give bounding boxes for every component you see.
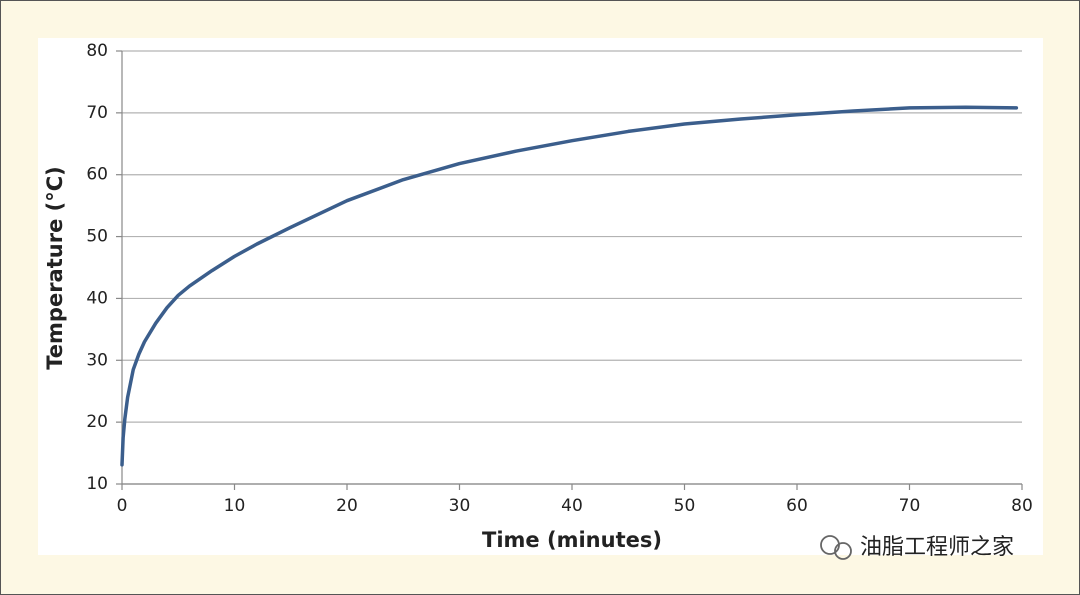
- x-axis-title: Time (minutes): [482, 528, 662, 552]
- x-tick-label: 20: [336, 496, 358, 516]
- x-tick-label: 50: [674, 496, 696, 516]
- y-tick-label: 70: [86, 103, 108, 123]
- x-tick-label: 10: [224, 496, 246, 516]
- chart-panel: [38, 38, 1043, 555]
- x-tick-label: 70: [899, 496, 921, 516]
- x-tick-label: 80: [1011, 496, 1033, 516]
- y-tick-label: 60: [86, 165, 108, 185]
- x-tick-label: 0: [117, 496, 128, 516]
- y-tick-label: 10: [86, 474, 108, 494]
- y-tick-label: 80: [86, 41, 108, 61]
- y-tick-label: 20: [86, 412, 108, 432]
- watermark: 油脂工程师之家: [860, 535, 1014, 560]
- y-axis-title: Temperature (°C): [43, 166, 67, 369]
- x-tick-label: 30: [449, 496, 471, 516]
- y-tick-label: 50: [86, 227, 108, 247]
- x-tick-label: 60: [786, 496, 808, 516]
- y-tick-label: 30: [86, 350, 108, 370]
- line: [120, 105, 1019, 467]
- y-tick-label: 40: [86, 288, 108, 308]
- watermark-icon: [820, 535, 852, 560]
- x-tick-label: 40: [561, 496, 583, 516]
